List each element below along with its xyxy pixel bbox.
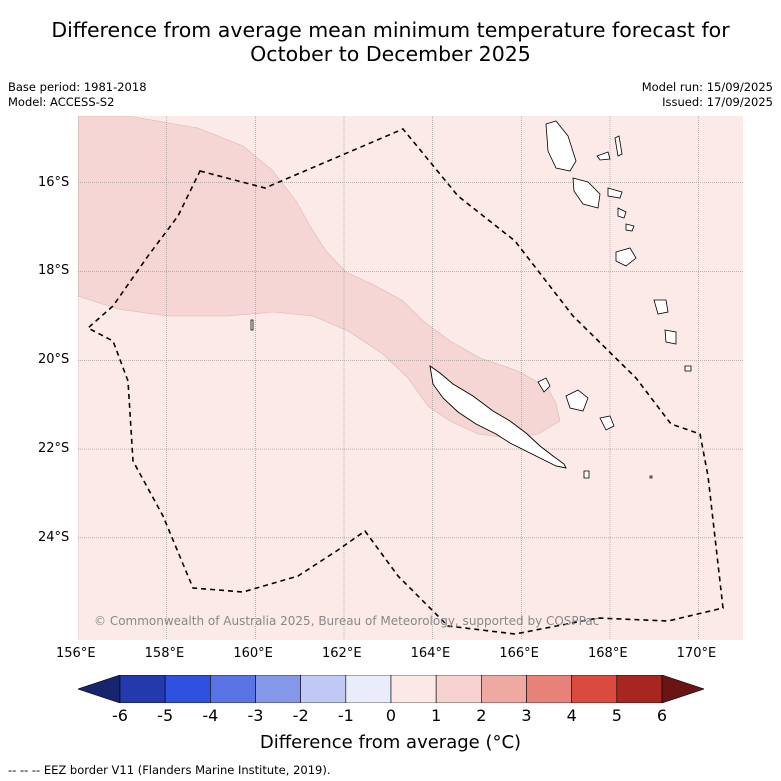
colorbar-segment — [481, 675, 527, 703]
longitude-tick-label: 156°E — [56, 646, 96, 661]
longitude-tick-label: 166°E — [499, 646, 539, 661]
gridlines — [78, 116, 743, 640]
vanuatu-shepherds — [625, 223, 635, 232]
issued-date: Issued: 17/09/2025 — [662, 95, 773, 109]
colorbar-tick-label: -4 — [202, 706, 219, 725]
chart-title: Difference from average mean minimum tem… — [0, 18, 781, 66]
longitude-tick-label: 160°E — [233, 646, 273, 661]
colorbar-tick-label: -6 — [112, 706, 128, 725]
colorbar-extend-high — [661, 675, 704, 703]
vanuatu-malekula — [572, 177, 601, 209]
map-svg — [78, 116, 743, 640]
colorbar-tick-label: 2 — [476, 706, 487, 725]
colorbar-segment — [435, 675, 482, 703]
title-line-2: October to December 2025 — [250, 42, 531, 66]
isle-of-pines — [583, 470, 590, 479]
vanuatu-maewo — [614, 135, 623, 157]
colorbar-tick-label: -1 — [337, 706, 354, 725]
vanuatu-aneityum — [684, 365, 692, 372]
loyalty-island-mare — [599, 415, 615, 431]
colorbar-segment — [616, 675, 663, 703]
vanuatu-ambae — [596, 151, 611, 161]
colorbar-tick-label: -3 — [247, 706, 264, 725]
chesterfield-islet — [250, 319, 254, 331]
new-caledonia-island — [429, 365, 567, 469]
colorbar-segment — [164, 675, 211, 703]
latitude-tick-label: 24°S — [38, 529, 70, 545]
longitude-tick-label: 164°E — [410, 646, 451, 661]
colorbar-tick-label: 0 — [385, 706, 397, 725]
anomaly-region-1-to-2 — [78, 116, 561, 439]
longitude-tick-label: 170°E — [676, 646, 717, 661]
longitude-tick-label: 168°E — [588, 646, 628, 661]
meta-left: Base period: 1981-2018 Model: ACCESS-S2 — [8, 80, 147, 110]
copyright-note: © Commonwealth of Australia 2025, Bureau… — [94, 614, 600, 628]
meta-right: Model run: 15/09/2025 Issued: 17/09/2025 — [642, 80, 773, 110]
vanuatu-espiritu-santo — [545, 120, 577, 172]
title-line-1: Difference from average mean minimum tem… — [51, 18, 730, 42]
vanuatu-erromango — [653, 299, 669, 315]
colorbar-segment — [300, 675, 347, 703]
colorbar-tick-label: -2 — [292, 706, 309, 725]
longitude-tick-label: 158°E — [144, 646, 185, 661]
colorbar-tick-label: -5 — [157, 706, 174, 725]
colorbar-title: Difference from average (°C) — [259, 732, 522, 753]
loyalty-island-lifou — [565, 389, 589, 412]
colorbar-segment — [119, 675, 166, 703]
colorbar-segment — [390, 675, 437, 703]
eez-border — [86, 128, 724, 635]
colorbar-tick-label: 6 — [656, 706, 668, 725]
walpole-island — [649, 475, 653, 479]
latitude-tick-label: 16°S — [38, 174, 70, 190]
colorbar-segment — [255, 675, 301, 703]
latitude-tick-label: 20°S — [38, 352, 70, 368]
colorbar-segment — [526, 675, 572, 703]
colorbar-segment — [571, 675, 618, 703]
loyalty-island-ouvea — [537, 377, 551, 393]
colorbar — [78, 675, 704, 703]
vanuatu-tanna — [664, 329, 677, 345]
colorbar-tick-label: 3 — [521, 706, 532, 725]
vanuatu-epi — [617, 207, 627, 219]
colorbar-extend-low — [78, 675, 121, 703]
vanuatu-pentecost-ambrym — [607, 187, 623, 199]
colorbar-tick-label: 4 — [566, 706, 577, 725]
map-panel — [78, 116, 743, 640]
eez-footnote: -- -- -- EEZ border V11 (Flanders Marine… — [8, 763, 331, 777]
colorbar-segment — [345, 675, 392, 703]
colorbar-segment — [210, 675, 256, 703]
colorbar-tick-label: 1 — [431, 706, 442, 725]
longitude-tick-label: 162°E — [322, 646, 362, 661]
vanuatu-efate — [615, 247, 637, 267]
islands — [250, 120, 692, 479]
latitude-tick-label: 18°S — [38, 263, 70, 279]
base-period: Base period: 1981-2018 — [8, 80, 147, 94]
colorbar-tick-label: 5 — [611, 706, 622, 725]
latitude-tick-label: 22°S — [38, 441, 70, 457]
model-name: Model: ACCESS-S2 — [8, 95, 115, 109]
model-run: Model run: 15/09/2025 — [641, 80, 773, 94]
